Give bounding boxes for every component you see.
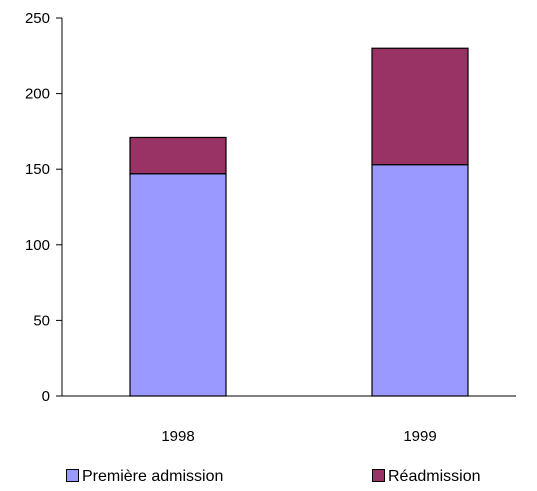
bar-1998-series-0: [129, 173, 227, 397]
y-axis: 0 50 100 150 200 250: [25, 10, 63, 405]
x-axis: 1998 1999: [62, 395, 516, 445]
legend-swatch-readmission: [372, 469, 385, 482]
y-tick-label: 200: [25, 86, 50, 103]
legend-label-readmission: Réadmission: [388, 468, 481, 485]
bar-1998-series-1: [129, 136, 227, 175]
legend-swatch-premiere-admission: [66, 469, 79, 482]
legend-item-readmission: Réadmission: [372, 468, 480, 486]
legend-item-premiere-admission: Première admission: [66, 468, 223, 486]
bar-1999-series-1: [371, 47, 469, 166]
y-tick-label: 100: [25, 237, 50, 254]
legend-label-premiere-admission: Première admission: [82, 468, 224, 485]
bars: [129, 47, 469, 397]
y-tick-label: 50: [33, 312, 50, 329]
bar-1999-series-0: [371, 164, 469, 397]
x-tick-label: 1999: [403, 428, 436, 445]
x-tick-label: 1998: [161, 428, 194, 445]
y-tick-label: 250: [25, 10, 50, 27]
y-tick-label: 150: [25, 161, 50, 178]
y-tick-label: 0: [42, 388, 50, 405]
